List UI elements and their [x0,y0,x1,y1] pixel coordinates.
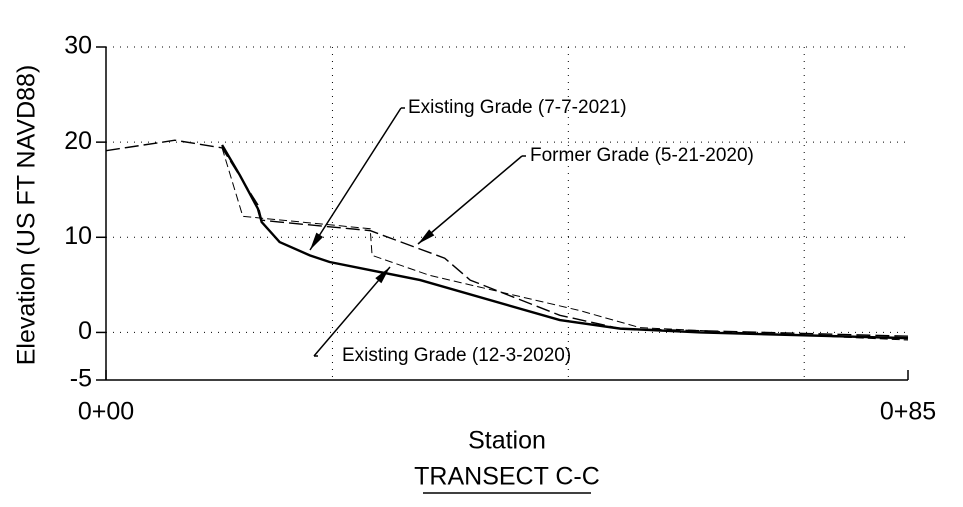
arrowhead [375,267,390,284]
chart-title: TRANSECT C-C [414,463,600,491]
annotation: Existing Grade (12-3-2020) [342,345,571,366]
y-tick-label: 10 [64,222,92,250]
y-tick-label: 30 [64,32,92,60]
arrowhead [310,232,324,250]
x-axis-label: Station [468,427,546,455]
leader-line [313,266,391,357]
annotation: Former Grade (5-21-2020) [530,145,754,166]
series-line [221,144,909,340]
leader-line [417,155,523,245]
x-tick-label: 0+00 [78,398,134,426]
annotation: Existing Grade (7-7-2021) [408,97,627,118]
y-tick-label: 0 [78,317,92,345]
x-tick-label: 0+85 [880,398,936,426]
leader-line [309,107,402,251]
series-line [221,147,909,341]
y-tick-label: -5 [70,365,92,393]
arrowhead [418,229,435,244]
y-tick-label: 20 [64,127,92,155]
y-axis-label: Elevation (US FT NAVD88) [13,65,41,366]
